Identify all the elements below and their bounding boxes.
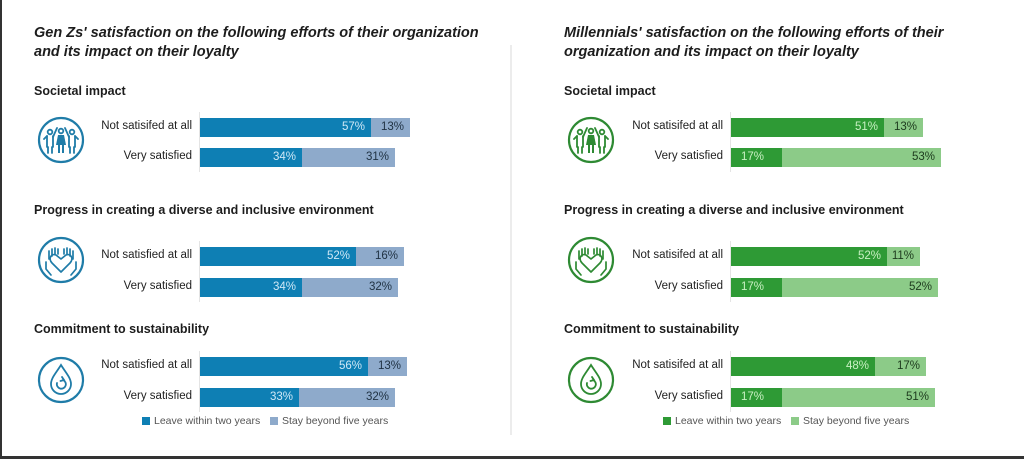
legend-label: Stay beyond five years xyxy=(803,415,910,427)
bar-stay-beyond-five-years: 11% xyxy=(887,247,920,266)
people-holding-hands-icon xyxy=(566,115,616,165)
bar-stay-beyond-five-years: 16% xyxy=(356,247,404,266)
group-title: Progress in creating a diverse and inclu… xyxy=(34,203,374,217)
bar-leave-within-two-years: 48% xyxy=(731,357,875,376)
water-drop-recycle-icon xyxy=(566,355,616,405)
bar-leave-within-two-years: 52% xyxy=(731,247,887,266)
bar-leave-within-two-years: 34% xyxy=(200,278,302,297)
bar-stay-beyond-five-years: 17% xyxy=(875,357,926,376)
legend-item: Leave within two years xyxy=(663,415,781,427)
row-label: Not satisifed at all xyxy=(632,359,723,371)
row-label: Very satisfied xyxy=(654,280,723,292)
bar-stay-beyond-five-years: 32% xyxy=(302,278,398,297)
row-label: Not satisifed at all xyxy=(632,120,723,132)
group-title: Progress in creating a diverse and inclu… xyxy=(564,203,904,217)
bar-stay-beyond-five-years: 52% xyxy=(782,278,938,297)
frame-border-bottom xyxy=(0,456,1024,459)
legend-item: Leave within two years xyxy=(142,415,260,427)
axis-line xyxy=(199,351,200,412)
panel-divider xyxy=(510,45,512,435)
chart-title: Millennials' satisfaction on the followi… xyxy=(564,25,944,60)
legend-swatch xyxy=(663,417,671,425)
legend-swatch xyxy=(142,417,150,425)
row-label: Not satisifed at all xyxy=(101,120,192,132)
row-label: Not satisifed at all xyxy=(632,249,723,261)
axis-line xyxy=(199,112,200,172)
bar-leave-within-two-years: 17% xyxy=(731,148,782,167)
bar-stay-beyond-five-years: 31% xyxy=(302,148,395,167)
axis-line xyxy=(730,241,731,302)
bar-leave-within-two-years: 17% xyxy=(731,278,782,297)
bar-stay-beyond-five-years: 53% xyxy=(782,148,941,167)
axis-line xyxy=(199,241,200,302)
bar-leave-within-two-years: 57% xyxy=(200,118,371,137)
bar-stay-beyond-five-years: 51% xyxy=(782,388,935,407)
row-label: Very satisfied xyxy=(123,280,192,292)
row-label: Not satisfied at all xyxy=(101,359,192,371)
bar-leave-within-two-years: 34% xyxy=(200,148,302,167)
water-drop-recycle-icon xyxy=(36,355,86,405)
bar-stay-beyond-five-years: 32% xyxy=(299,388,395,407)
legend-swatch xyxy=(791,417,799,425)
hands-heart-icon xyxy=(566,235,616,285)
group-title: Societal impact xyxy=(564,84,656,98)
frame-border-left xyxy=(0,0,2,459)
axis-line xyxy=(730,351,731,412)
legend-label: Leave within two years xyxy=(154,415,261,427)
row-label: Very satisfied xyxy=(123,150,192,162)
bar-stay-beyond-five-years: 13% xyxy=(368,357,407,376)
group-title: Societal impact xyxy=(34,84,126,98)
bar-leave-within-two-years: 52% xyxy=(200,247,356,266)
legend-label: Stay beyond five years xyxy=(282,415,389,427)
row-label: Very satisfied xyxy=(654,390,723,402)
bar-leave-within-two-years: 51% xyxy=(731,118,884,137)
row-label: Very satisfied xyxy=(654,150,723,162)
legend-label: Leave within two years xyxy=(675,415,782,427)
bar-leave-within-two-years: 17% xyxy=(731,388,782,407)
hands-heart-icon xyxy=(36,235,86,285)
legend-item: Stay beyond five years xyxy=(791,415,909,427)
bar-leave-within-two-years: 33% xyxy=(200,388,299,407)
millennials-chart-panel: Millennials' satisfaction on the followi… xyxy=(530,0,1024,459)
legend-swatch xyxy=(270,417,278,425)
genz-chart-panel: Gen Zs' satisfaction on the following ef… xyxy=(0,0,500,459)
bar-stay-beyond-five-years: 13% xyxy=(884,118,923,137)
group-title: Commitment to sustainability xyxy=(34,322,210,336)
row-label: Not satisfied at all xyxy=(101,249,192,261)
people-holding-hands-icon xyxy=(36,115,86,165)
axis-line xyxy=(730,112,731,172)
group-title: Commitment to sustainability xyxy=(564,322,740,336)
legend-item: Stay beyond five years xyxy=(270,415,388,427)
row-label: Very satisfied xyxy=(123,390,192,402)
bar-leave-within-two-years: 56% xyxy=(200,357,368,376)
chart-title: Gen Zs' satisfaction on the following ef… xyxy=(34,25,479,60)
bar-stay-beyond-five-years: 13% xyxy=(371,118,410,137)
